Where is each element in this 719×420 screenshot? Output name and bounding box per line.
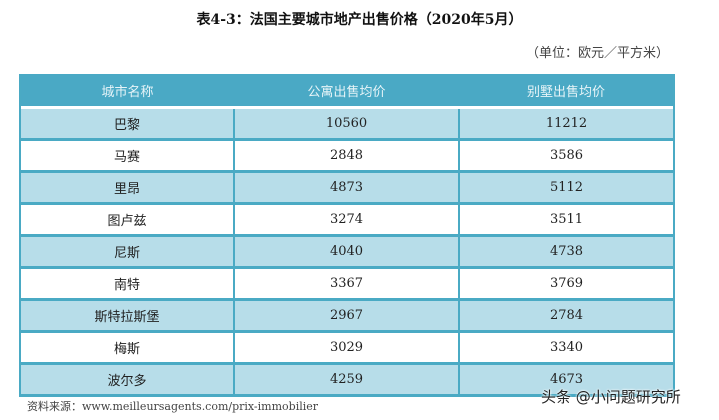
cell-apartment: 3367: [234, 267, 460, 301]
cell-apartment: 2848: [234, 139, 460, 173]
header-apartment-price: 公寓出售均价: [234, 74, 459, 109]
cell-villa: 3340: [459, 331, 673, 365]
table-row: 波尔多 4259 4673: [21, 363, 673, 397]
table-row: 南特 3367 3769: [21, 267, 673, 301]
cell-villa: 3511: [459, 203, 673, 237]
header-villa-price: 别墅出售均价: [459, 74, 673, 109]
cell-apartment: 4873: [234, 171, 460, 205]
cell-villa: 3769: [459, 267, 673, 301]
cell-apartment: 4259: [234, 363, 460, 397]
table-row: 马赛 2848 3586: [21, 139, 673, 173]
cell-city: 尼斯: [21, 235, 235, 269]
cell-city: 南特: [21, 267, 235, 301]
cell-city: 波尔多: [21, 363, 235, 397]
table-row: 斯特拉斯堡 2967 2784: [21, 299, 673, 333]
cell-apartment: 10560: [234, 107, 460, 141]
cell-apartment: 4040: [234, 235, 460, 269]
cell-city: 里昂: [21, 171, 235, 205]
table-row: 尼斯 4040 4738: [21, 235, 673, 269]
source-note: 资料来源：www.meilleursagents.com/prix-immobi…: [27, 400, 319, 413]
cell-villa: 5112: [459, 171, 673, 205]
cell-villa: 4738: [459, 235, 673, 269]
price-table: 城市名称 公寓出售均价 别墅出售均价 巴黎 10560 11212 马赛 284…: [21, 74, 673, 397]
table-row: 梅斯 3029 3340: [21, 331, 673, 365]
cell-villa: 2784: [459, 299, 673, 333]
price-table-container: 城市名称 公寓出售均价 别墅出售均价 巴黎 10560 11212 马赛 284…: [19, 74, 675, 397]
cell-city: 马赛: [21, 139, 235, 173]
cell-city: 斯特拉斯堡: [21, 299, 235, 333]
table-header-row: 城市名称 公寓出售均价 别墅出售均价: [21, 74, 673, 109]
cell-apartment: 3274: [234, 203, 460, 237]
cell-villa: 3586: [459, 139, 673, 173]
cell-apartment: 3029: [234, 331, 460, 365]
table-row: 巴黎 10560 11212: [21, 107, 673, 141]
cell-city: 梅斯: [21, 331, 235, 365]
cell-city: 图卢兹: [21, 203, 235, 237]
cell-apartment: 2967: [234, 299, 460, 333]
watermark: 头条 @小问题研究所: [541, 388, 681, 406]
table-row: 里昂 4873 5112: [21, 171, 673, 205]
cell-villa: 4673: [459, 363, 673, 397]
header-city: 城市名称: [21, 74, 234, 109]
unit-label: （单位：欧元／平方米）: [525, 46, 669, 61]
cell-villa: 11212: [459, 107, 673, 141]
table-title: 表4-3：法国主要城市地产出售价格（2020年5月）: [196, 12, 523, 28]
cell-city: 巴黎: [21, 107, 235, 141]
table-row: 图卢兹 3274 3511: [21, 203, 673, 237]
